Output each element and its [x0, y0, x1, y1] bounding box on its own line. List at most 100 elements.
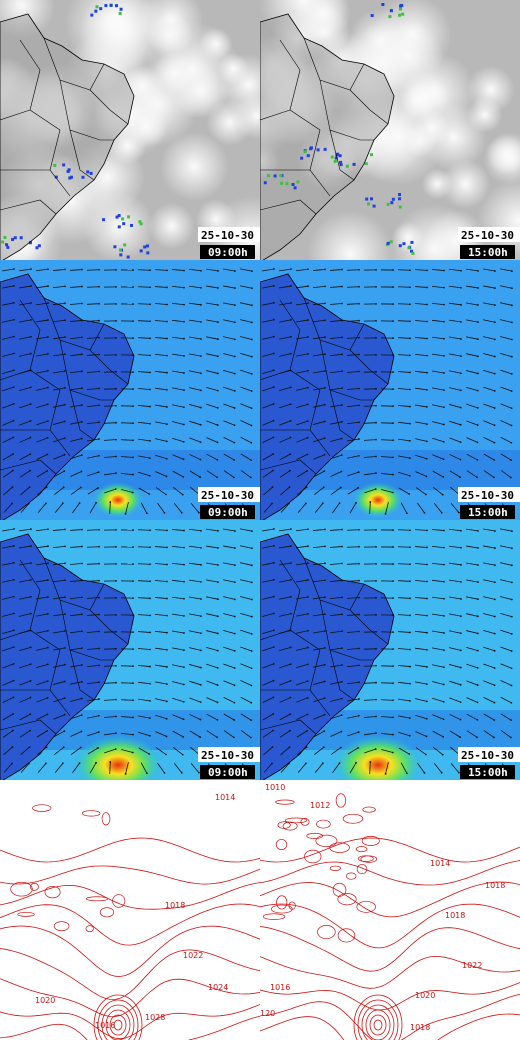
wind-arrow-head: [47, 285, 49, 288]
wind-arrow: [137, 563, 151, 565]
wind-arrow: [189, 370, 201, 374]
rain-cell: [28, 241, 32, 245]
wind-arrow: [20, 486, 30, 496]
state-border: [319, 339, 374, 401]
state-border: [0, 369, 31, 381]
wind-arrow-head: [476, 649, 479, 652]
wind-arrow: [189, 437, 201, 443]
wind-arrow-head: [97, 731, 100, 734]
isobar-cell: [85, 925, 94, 933]
date-box: [198, 487, 260, 502]
wind-arrow: [295, 285, 309, 289]
wind-arrow: [346, 337, 360, 339]
wind-arrow: [206, 713, 218, 721]
wind-arrow-head: [409, 699, 411, 702]
wind-arrow: [313, 697, 325, 703]
isobar-cell: [99, 907, 115, 918]
wind-arrow-head: [132, 286, 134, 288]
state-border: [0, 199, 57, 215]
wind-arrow-head: [306, 663, 309, 666]
wind-arrow-head: [30, 528, 32, 531]
wind-arrow-head: [307, 268, 309, 271]
wind-arrow: [72, 762, 80, 774]
isobar-low: [373, 1019, 383, 1031]
wind-arrow: [332, 502, 340, 514]
wind-arrow-head: [216, 666, 219, 669]
wind-arrow: [155, 438, 167, 442]
wind-arrow: [432, 387, 444, 391]
wind-arrow-head: [132, 699, 134, 702]
wind-arrow: [138, 455, 150, 459]
wind-arrow-head: [358, 698, 360, 700]
wind-arrow-head: [457, 511, 460, 514]
wind-arrow: [86, 681, 100, 685]
wind-arrow-head: [216, 406, 219, 409]
wind-arrow-head: [272, 646, 275, 649]
wind-arrow: [263, 503, 273, 513]
wind-arrow: [312, 319, 326, 323]
isobar-cell: [262, 913, 286, 920]
wind-arrow-head: [476, 458, 479, 461]
wind-arrow: [240, 713, 252, 721]
wind-arrow: [36, 613, 48, 617]
wind-arrow-head: [392, 320, 394, 322]
wind-arrow-head: [149, 286, 151, 289]
wind-arrow: [157, 502, 165, 514]
wind-arrow-head: [63, 386, 66, 389]
wind-arrow-head: [216, 684, 219, 686]
state-border: [303, 557, 365, 611]
wind-arrow: [466, 596, 478, 600]
state-border: [0, 629, 31, 641]
rain-cell: [94, 9, 98, 13]
wind-arrow: [189, 387, 201, 391]
wind-arrow: [137, 405, 151, 407]
wind-arrow-head: [250, 632, 253, 635]
isobar-label: 1014: [430, 859, 450, 868]
wind-arrow: [415, 714, 427, 720]
wind-arrow: [297, 763, 307, 773]
wind-arrow-head: [340, 420, 343, 423]
wind-arrow-head: [425, 717, 428, 720]
wind-arrow-head: [442, 406, 445, 409]
wind-arrow: [398, 747, 410, 755]
wind-arrow: [432, 664, 444, 668]
wind-arrow: [449, 454, 461, 460]
wind-arrow: [346, 563, 360, 565]
wind-arrow: [154, 597, 168, 599]
isobar-cell: [356, 901, 376, 913]
wind-arrow-head: [324, 579, 326, 582]
rain-cell: [89, 171, 93, 175]
wind-arrow: [70, 438, 82, 442]
wind-arrow: [296, 647, 308, 651]
wind-arrow-head: [163, 511, 166, 514]
wind-arrow: [398, 471, 410, 477]
wind-arrow-head: [12, 453, 15, 455]
wind-arrow: [500, 663, 512, 669]
wind-arrow: [346, 631, 360, 633]
time-label: 15:00h: [468, 766, 508, 779]
wind-arrow: [500, 453, 512, 461]
date-label: 25-10-30: [201, 489, 254, 502]
wind-arrow: [20, 746, 30, 756]
wind-arrow-head: [81, 647, 83, 650]
wind-arrow-head: [80, 697, 83, 700]
wind-arrow: [103, 716, 117, 718]
wind-arrow: [19, 319, 31, 323]
wind-arrow: [466, 680, 478, 686]
wind-arrow-head: [477, 287, 479, 289]
wind-arrow-head: [250, 615, 253, 618]
wind-arrow-head: [426, 666, 428, 668]
wind-arrow-head: [81, 370, 83, 373]
wind-arrow: [223, 545, 235, 549]
wind-arrow: [69, 597, 83, 599]
wind-arrow: [120, 439, 134, 441]
wind-arrow-head: [290, 528, 292, 531]
wind-arrow: [417, 502, 425, 514]
wind-arrow-head: [131, 491, 134, 494]
wind-arrow: [500, 369, 512, 375]
wind-arrow-head: [341, 613, 343, 616]
wind-arrow: [173, 503, 183, 513]
wind-arrow-head: [391, 751, 394, 754]
wind-arrow-head: [493, 459, 496, 461]
wind-arrow-head: [250, 547, 253, 550]
